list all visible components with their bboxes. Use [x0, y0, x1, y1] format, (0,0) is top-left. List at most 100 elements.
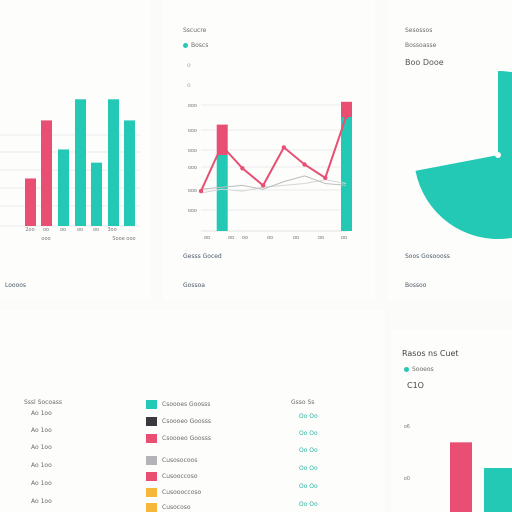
- bar: [341, 117, 352, 231]
- legend-label: Csoooes Goosss: [162, 401, 211, 408]
- legend-swatch: [146, 456, 157, 465]
- bar: [484, 468, 512, 512]
- chart-value: C1O: [407, 381, 424, 390]
- data-point: [281, 145, 287, 150]
- bar: [216, 124, 228, 155]
- legend-swatch: [146, 417, 157, 426]
- list-ratio: Oo Oo: [299, 430, 318, 437]
- legend-swatch: [183, 43, 188, 48]
- list-ratio: Oo Oo: [299, 501, 318, 508]
- list-value: Ao 1oo: [31, 498, 52, 505]
- data-point: [240, 166, 245, 171]
- legend-swatch: [146, 434, 157, 443]
- data-point: [198, 188, 204, 194]
- legend-label: Csoooeo Goosss: [162, 435, 211, 442]
- list-value: Ao 1oo: [31, 410, 52, 417]
- bar-chart-panel: 2oo oo oo oo oo 3oo ooo Sooe ooo Loooos: [0, 0, 150, 300]
- legend-label: Cusocoso: [162, 504, 191, 511]
- panel-caption-secondary: Bossoo: [405, 282, 427, 289]
- legend-label: Cusooccoso: [162, 473, 198, 480]
- list-value: Ao 1oo: [31, 444, 52, 451]
- x-tick-label: oo: [318, 235, 324, 241]
- y-tick-label: ooo: [188, 103, 197, 109]
- bar: [450, 442, 472, 512]
- small-bar-panel: Rasos ns Cuet Sooeos C1O o6 o0: [392, 330, 512, 512]
- legend-entry: Sooeos: [404, 366, 434, 373]
- legend-swatch: [146, 472, 157, 481]
- x-tick-label: oo: [43, 227, 49, 233]
- x-tick-label: oo: [93, 227, 99, 233]
- small-bar-chart: o6 o0: [404, 424, 512, 512]
- y-tick-label: o6: [404, 424, 410, 430]
- series-line: [200, 116, 347, 192]
- axis-mark: o: [187, 82, 191, 89]
- bar: [216, 155, 228, 231]
- x-tick-label: oo: [293, 235, 299, 241]
- data-point: [260, 183, 266, 188]
- list-value: Ao 1oo: [31, 462, 52, 469]
- bar-chart: 2oo oo oo oo oo 3oo ooo Sooe ooo: [0, 99, 140, 242]
- legend-list-panel: Sssl Socoass Ao 1oo Ao 1oo Ao 1oo Ao 1oo Ao …: [0, 310, 385, 512]
- list-ratio: Oo Oo: [299, 465, 318, 472]
- data-point: [323, 175, 328, 180]
- pie-center: [495, 152, 501, 158]
- legend-swatch: [146, 488, 157, 497]
- bar: [91, 162, 102, 226]
- x-tick-label: 3oo: [107, 227, 116, 233]
- bar: [124, 120, 135, 226]
- list-header: Sssl Socoass: [24, 399, 63, 406]
- legend-swatch: [146, 400, 157, 409]
- list-ratio: Oo Oo: [299, 483, 318, 490]
- data-point: [219, 143, 224, 148]
- legend-label: Csoooeo Goosss: [162, 418, 211, 425]
- list-ratio: Oo Oo: [299, 413, 318, 420]
- panel-caption: Loooos: [5, 282, 27, 289]
- legend-entry: Boscs: [183, 42, 208, 49]
- axis-mark: o: [187, 62, 191, 69]
- legend-swatch: [404, 367, 409, 372]
- data-point: [343, 114, 349, 120]
- y-tick-label: ooo: [188, 128, 197, 134]
- chart-value: Boo Dooe: [405, 58, 444, 67]
- list-value: Ao 1oo: [31, 427, 52, 434]
- y-tick-label: ooo: [188, 148, 197, 154]
- x-tick-label: oo: [267, 235, 273, 241]
- bar: [108, 99, 119, 226]
- y-tick-label: ooo: [188, 208, 197, 214]
- chart-title: Sscucre: [183, 27, 207, 34]
- x-tick-label: oo: [60, 227, 66, 233]
- panel-caption-secondary: Gossoa: [183, 282, 205, 289]
- pie-chart: [414, 71, 512, 239]
- x-tick-label: 2oo: [25, 227, 34, 233]
- legend-label: Cusoooccoso: [162, 489, 202, 496]
- legend-swatch: [146, 503, 157, 512]
- panel-caption: Gesss Goced: [183, 253, 222, 260]
- x-tick-label: oo: [341, 235, 347, 241]
- legend-label: Cusosocoos: [162, 457, 198, 464]
- bar: [75, 99, 86, 226]
- bar: [58, 149, 69, 226]
- data-point: [302, 162, 307, 167]
- list-header: Gsso Ss: [291, 399, 315, 406]
- pie-slice: [415, 71, 512, 239]
- bar: [41, 120, 52, 226]
- x-axis-label: ooo: [41, 236, 50, 242]
- chart-title: Rasos ns Cuet: [402, 349, 459, 358]
- x-tick-label: oo: [242, 235, 248, 241]
- bar: [25, 178, 36, 226]
- y-tick-label: o0: [404, 476, 410, 482]
- x-tick-label: oo: [204, 235, 210, 241]
- chart-title: Sesossos: [405, 27, 433, 34]
- x-tick-label: oo: [228, 235, 234, 241]
- y-tick-label: ooo: [188, 165, 197, 171]
- list-ratio: Oo Oo: [299, 447, 318, 454]
- series-line: [200, 179, 347, 194]
- pie-chart-panel: Sesossos Bossoasse Boo Dooe Soos Gosooos…: [388, 0, 512, 300]
- x-tick-label: oo: [77, 227, 83, 233]
- pie-slice: [414, 71, 498, 171]
- series-line: [200, 175, 347, 190]
- x-axis-label-right: Sooe ooo: [112, 236, 135, 242]
- line-chart-panel: Sscucre Boscs o o ooo ooo ooo ooo ooo ooo oo oo…: [163, 0, 375, 300]
- y-tick-label: ooo: [188, 188, 197, 194]
